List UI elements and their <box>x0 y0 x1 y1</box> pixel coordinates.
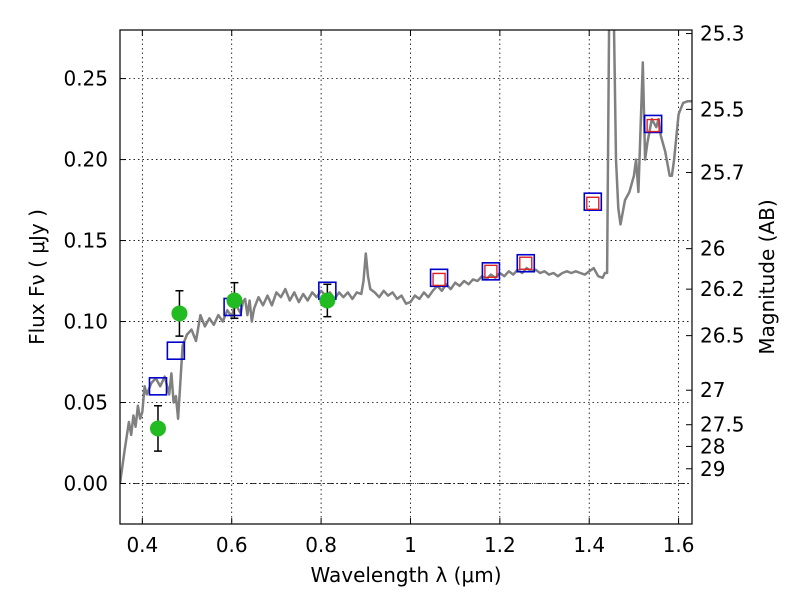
magnitude-tick-label: 29 <box>700 457 725 481</box>
near-ir-square <box>432 272 446 287</box>
near-ir-square <box>586 196 600 211</box>
near-ir-square <box>646 118 660 133</box>
series-group <box>120 30 692 484</box>
x-tick-label: 1.6 <box>663 533 695 557</box>
x-axis: 0.4 0.6 0.8 1 1.2 1.4 1.6 <box>126 30 695 557</box>
model-photometry-square <box>148 377 168 396</box>
x-tick-label: 0.8 <box>305 533 337 557</box>
x-tick-label: 0.4 <box>126 533 158 557</box>
plot-frame <box>119 29 693 525</box>
plot-area <box>120 30 692 484</box>
magnitude-tick-label: 26.2 <box>700 277 745 301</box>
model-photometry-square <box>166 341 186 360</box>
observed-point <box>171 305 188 322</box>
observed-point <box>149 420 166 437</box>
near-ir-square <box>519 256 533 270</box>
magnitude-tick-label: 25.3 <box>700 22 745 46</box>
x-tick-label: 1.2 <box>484 533 516 557</box>
model-photometry-square <box>516 253 536 273</box>
x-axis-title: Wavelength λ (μm) <box>310 563 501 587</box>
y-axis-left: 0.00 0.05 0.10 0.15 0.20 0.25 <box>63 67 126 496</box>
magnitude-tick-label: 26.5 <box>700 324 745 348</box>
y-axis-title-right: Magnitude (AB) <box>755 199 779 354</box>
y-tick-label: 0.05 <box>63 391 108 415</box>
x-tick-label: 1 <box>404 533 417 557</box>
magnitude-tick-label: 28 <box>700 434 725 458</box>
near-ir-square <box>484 264 498 279</box>
model-photometry-square <box>481 262 501 281</box>
y-axis-title-left: Flux Fν ( μJy ) <box>25 209 49 345</box>
y-tick-label: 0.15 <box>63 229 108 253</box>
model-photometry-square <box>643 114 663 134</box>
magnitude-tick-label: 26 <box>700 237 725 261</box>
grid <box>120 30 692 524</box>
x-tick-label: 1.4 <box>573 533 605 557</box>
y-tick-label: 0.20 <box>63 148 108 172</box>
magnitude-tick-label: 27.5 <box>700 413 745 437</box>
x-tick-label: 0.6 <box>216 533 248 557</box>
model-sed-line <box>120 30 692 484</box>
y-tick-label: 0.00 <box>63 472 108 496</box>
magnitude-tick-label: 25.5 <box>700 97 745 121</box>
model-photometry-square <box>583 192 603 211</box>
observed-point <box>226 292 243 309</box>
magnitude-tick-label: 27 <box>700 378 725 402</box>
model-photometry-square <box>429 268 449 288</box>
y-tick-label: 0.25 <box>63 67 108 91</box>
y-tick-label: 0.10 <box>63 310 108 334</box>
observed-point <box>319 292 336 309</box>
magnitude-tick-label: 25.7 <box>700 161 745 185</box>
